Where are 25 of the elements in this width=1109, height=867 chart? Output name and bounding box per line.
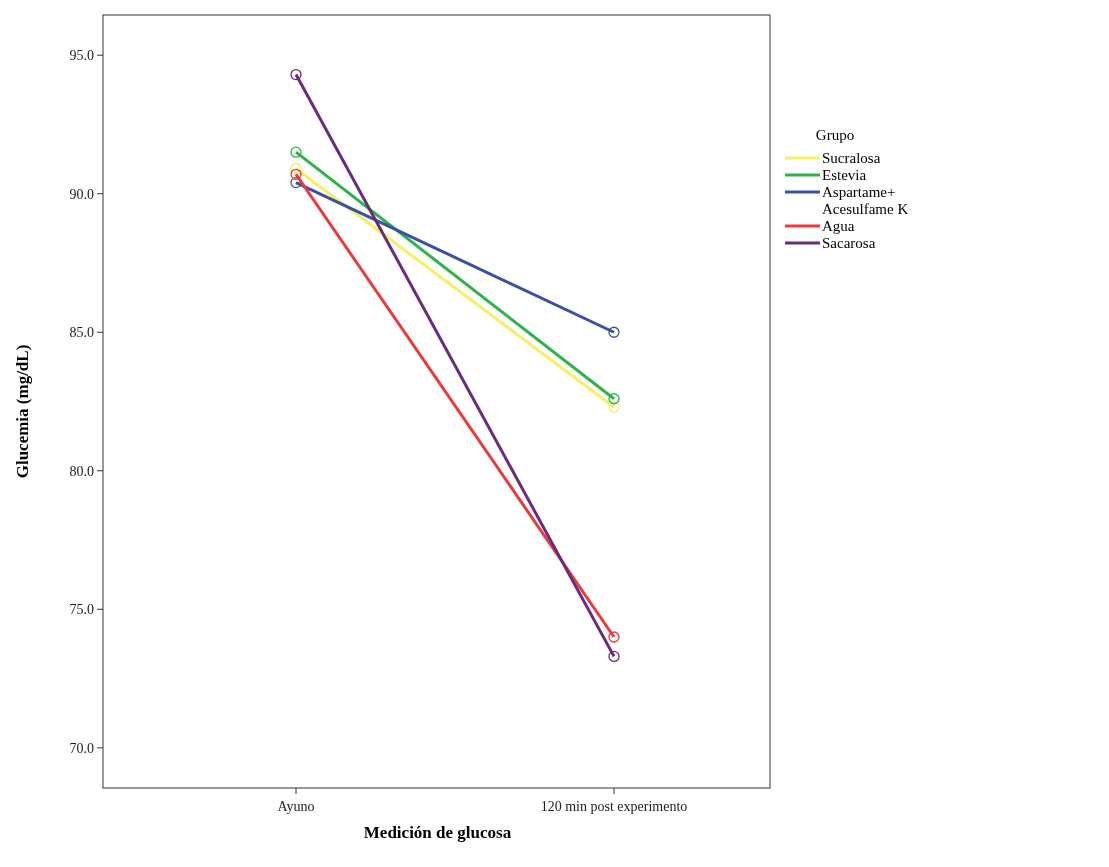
point (608, 631, 620, 643)
point (290, 168, 302, 180)
point (290, 146, 302, 158)
point (608, 650, 620, 663)
legend-label: Estevia (822, 167, 867, 184)
point (290, 163, 302, 175)
y-axis-title: Glucemia (mg/dL) (13, 344, 32, 479)
legend-label: Agua (822, 218, 855, 235)
legend-label: Sacarosa (822, 235, 876, 252)
legend-title: Grupo (815, 127, 855, 143)
point (290, 68, 302, 81)
point (608, 401, 620, 413)
y-tick-label: 70.0 (69, 740, 94, 756)
y-tick-label: 85.0 (69, 325, 94, 341)
legend-label: Sucralosa (822, 150, 881, 167)
y-tick-label: 75.0 (69, 602, 94, 618)
y-tick-label: 80.0 (69, 463, 94, 479)
y-tick-label: 90.0 (69, 186, 94, 202)
x-axis-title: Medición de glucosa (363, 823, 512, 842)
x-tick-label: Ayuno (277, 799, 315, 814)
x-tick-label: 120 min post experimento (540, 799, 688, 814)
y-tick-label: 95.0 (69, 48, 94, 64)
point (608, 393, 620, 405)
legend-label: Aspartame+ Acesulfame K (822, 184, 909, 217)
point (608, 326, 620, 338)
